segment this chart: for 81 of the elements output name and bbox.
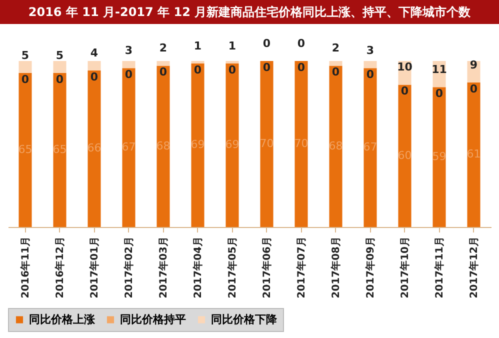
- bar: [329, 66, 342, 227]
- data-label: 70: [294, 137, 308, 150]
- data-label: 66: [87, 142, 102, 155]
- x-tick-label: 2017年08月: [330, 236, 342, 298]
- data-label: 9: [470, 58, 478, 72]
- bar: [329, 61, 342, 66]
- x-tick-label: 2017年06月: [260, 236, 273, 298]
- data-label: 0: [159, 66, 168, 79]
- data-label: 0: [332, 66, 340, 79]
- x-tick-label: 2016年12月: [54, 236, 66, 298]
- x-tick-label: 2017年03月: [157, 236, 170, 298]
- data-label: 68: [156, 139, 170, 152]
- x-tick-label: 2017年09月: [364, 236, 376, 298]
- data-label: 59: [432, 150, 446, 164]
- data-label: 61: [466, 148, 481, 161]
- data-label: 67: [122, 140, 136, 154]
- data-label: 0: [124, 68, 133, 82]
- data-label: 0: [400, 84, 409, 98]
- bar: [226, 63, 239, 227]
- bar: [18, 61, 32, 73]
- data-label: 65: [18, 142, 32, 156]
- data-label: 4: [90, 46, 98, 60]
- x-tick-label: 2017年07月: [295, 236, 308, 298]
- legend-label: 同比价格下降: [211, 312, 278, 326]
- data-label: 2: [332, 42, 340, 55]
- data-label: 0: [21, 72, 30, 86]
- data-label: 1: [194, 39, 202, 52]
- bar: [398, 84, 412, 227]
- data-label: 0: [56, 72, 64, 86]
- bar: [260, 61, 274, 227]
- data-label: 2: [159, 42, 168, 55]
- data-label: 0: [297, 37, 306, 50]
- data-label: 5: [21, 48, 30, 62]
- bar: [432, 87, 446, 227]
- x-tick-label: 2016年11月: [19, 236, 32, 298]
- bar: [156, 66, 170, 227]
- data-label: 69: [190, 138, 205, 152]
- data-label: 68: [328, 139, 343, 152]
- data-label: 65: [52, 142, 67, 156]
- data-label: 0: [435, 87, 444, 100]
- bar: [53, 72, 66, 227]
- bar: [88, 61, 101, 70]
- bar: [122, 61, 136, 68]
- x-tick-label: 2017年02月: [122, 236, 135, 298]
- bar: [88, 70, 101, 227]
- data-label: 5: [56, 48, 64, 62]
- legend-label: 同比价格上涨: [29, 312, 96, 326]
- data-label: 0: [297, 61, 306, 74]
- data-label: 0: [366, 68, 374, 82]
- data-label: 10: [397, 60, 413, 74]
- data-label: 0: [262, 37, 271, 50]
- data-label: 0: [194, 63, 202, 76]
- x-tick-label: 2017年05月: [226, 236, 238, 298]
- bar: [53, 61, 66, 73]
- bar: [294, 61, 308, 227]
- bar: [364, 61, 377, 68]
- x-tick-label: 2017年01月: [88, 236, 100, 298]
- x-tick-label: 2017年10月: [398, 236, 411, 298]
- data-label: 3: [366, 44, 374, 58]
- data-label: 1: [228, 39, 236, 52]
- data-label: 0: [470, 82, 478, 96]
- chart-title: 2016 年 11 月-2017 年 12 月新建商品住宅价格同比上涨、持平、下降城市个数: [0, 0, 499, 24]
- legend-label: 同比价格持平: [120, 312, 186, 326]
- bar: [156, 61, 170, 66]
- x-tick-label: 2017年11月: [433, 236, 446, 298]
- data-label: 69: [225, 138, 240, 152]
- data-label: 0: [228, 63, 236, 76]
- data-label: 70: [260, 137, 274, 150]
- data-label: 0: [262, 61, 271, 74]
- bar: [467, 82, 480, 227]
- data-label: 67: [363, 140, 378, 154]
- bar: [122, 68, 136, 227]
- data-label: 3: [124, 44, 133, 58]
- x-tick-label: 2017年12月: [468, 236, 480, 298]
- data-label: 11: [432, 63, 447, 76]
- bar: [18, 72, 32, 227]
- data-label: 0: [90, 70, 98, 84]
- data-label: 60: [398, 148, 412, 162]
- bar: [364, 68, 377, 227]
- x-tick-label: 2017年04月: [192, 236, 204, 298]
- bar: [191, 63, 204, 227]
